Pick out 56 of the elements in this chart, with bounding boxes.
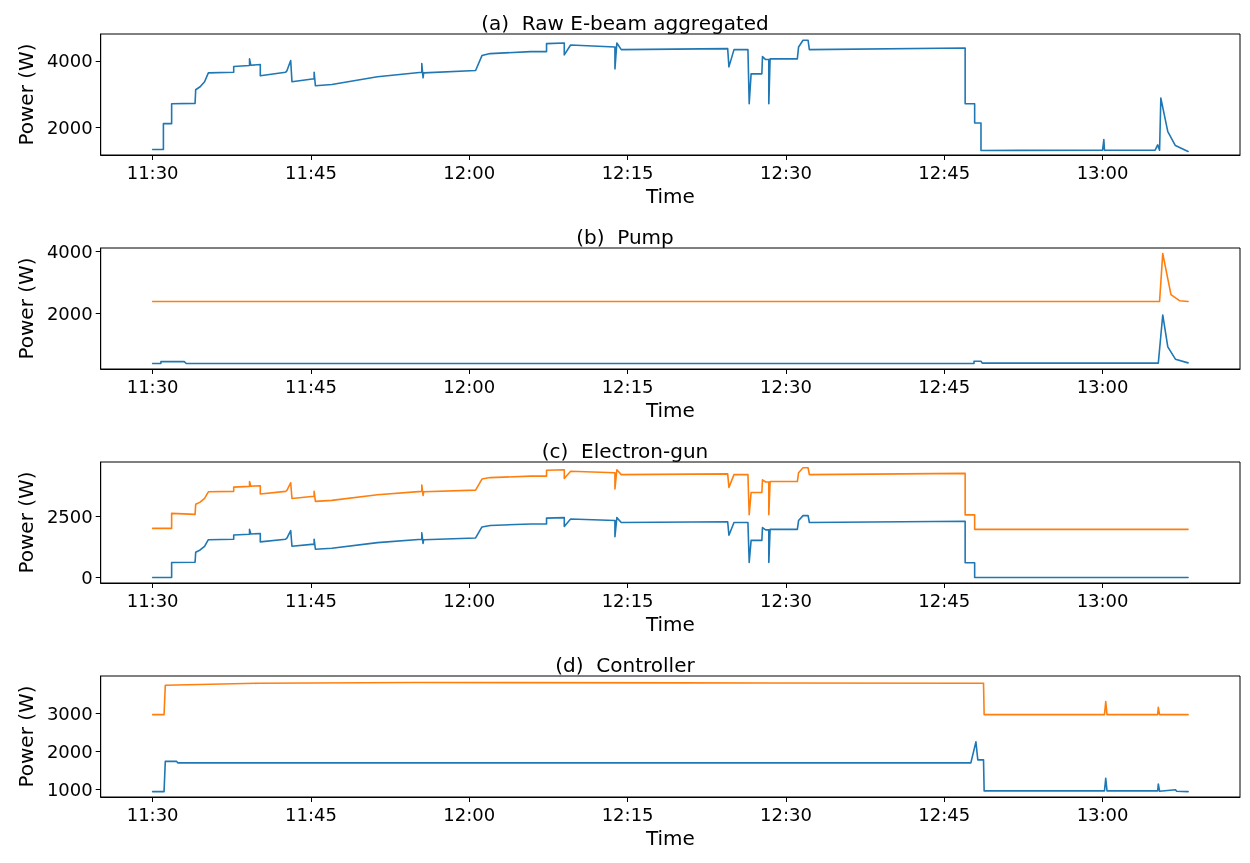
chart-title: (a) Raw E-beam aggregated [481, 11, 769, 35]
line-series [151, 466, 1189, 531]
x-axis-title: Time [644, 611, 695, 636]
x-tick-label: 12:15 [601, 803, 654, 825]
x-tick-label: 13:00 [1076, 589, 1129, 611]
y-axis-title: Power (W) [14, 257, 38, 360]
chart-title: (c) Electron-gun [541, 439, 709, 463]
x-tick-label: 12:30 [759, 161, 812, 183]
line-series [151, 741, 1189, 793]
y-tick-label: 4000 [46, 50, 93, 72]
y-axis-title: Power (W) [14, 471, 38, 574]
x-tick-label: 13:00 [1076, 803, 1129, 825]
x-tick-label: 12:00 [443, 375, 496, 397]
x-tick-label: 12:45 [918, 375, 971, 397]
x-tick-label: 11:45 [285, 803, 337, 825]
x-tick-label: 11:30 [126, 803, 179, 825]
x-tick-label: 12:00 [443, 803, 496, 825]
line-series [151, 681, 1189, 716]
y-axis-title: Power (W) [14, 43, 38, 146]
y-tick-label: 4000 [46, 241, 93, 263]
chart-title: (d) Controller [555, 653, 696, 677]
x-tick-label: 13:00 [1076, 375, 1129, 397]
y-tick-label: 0 [81, 566, 93, 588]
x-tick-label: 12:15 [601, 589, 654, 611]
x-tick-label: 11:45 [285, 375, 337, 397]
x-axis-title: Time [644, 183, 695, 208]
x-tick-label: 12:30 [759, 375, 812, 397]
line-series [151, 514, 1189, 579]
x-tick-label: 11:45 [285, 589, 337, 611]
x-axis-title: Time [644, 397, 695, 422]
x-axis-title: Time [644, 825, 695, 850]
chart-title: (b) Pump [576, 225, 674, 249]
y-axis-title: Power (W) [14, 685, 38, 788]
x-tick-label: 11:30 [126, 161, 179, 183]
x-tick-label: 12:15 [601, 161, 654, 183]
y-tick-label: 2000 [46, 116, 93, 138]
line-series [151, 252, 1189, 303]
x-tick-label: 13:00 [1076, 161, 1129, 183]
y-tick-label: 2000 [46, 302, 93, 324]
x-tick-label: 11:30 [126, 589, 179, 611]
x-tick-label: 11:30 [126, 375, 179, 397]
x-tick-label: 12:45 [918, 803, 971, 825]
x-tick-label: 12:00 [443, 161, 496, 183]
y-tick-label: 1000 [46, 779, 93, 801]
y-tick-label: 2500 [46, 505, 93, 527]
x-tick-label: 11:45 [285, 161, 337, 183]
x-tick-label: 12:45 [918, 589, 971, 611]
x-tick-label: 12:30 [759, 803, 812, 825]
line-series [151, 314, 1189, 365]
line-series [151, 39, 1189, 153]
x-tick-label: 12:45 [918, 161, 971, 183]
y-tick-label: 2000 [46, 740, 93, 762]
x-tick-label: 12:15 [601, 375, 654, 397]
y-tick-label: 3000 [46, 702, 93, 724]
x-tick-label: 12:00 [443, 589, 496, 611]
x-tick-label: 12:30 [759, 589, 812, 611]
